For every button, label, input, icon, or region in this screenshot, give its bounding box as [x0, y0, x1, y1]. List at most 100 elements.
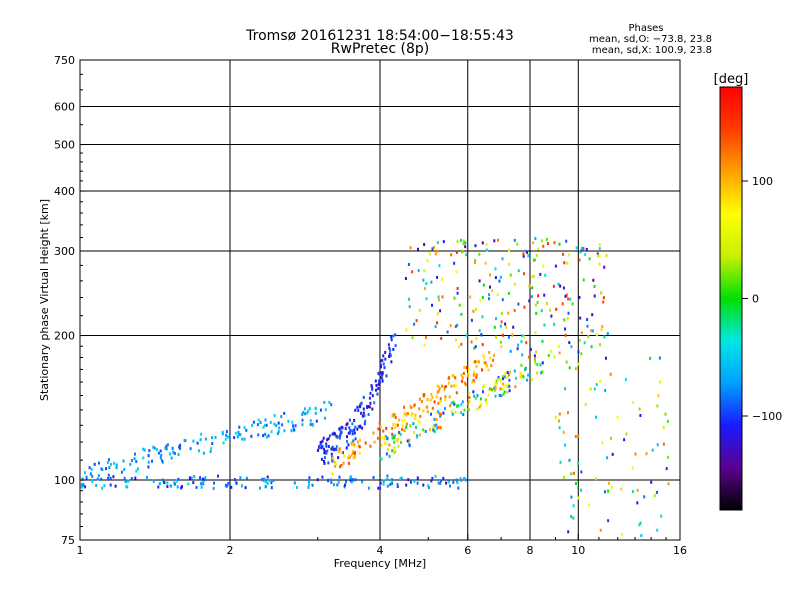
data-point	[460, 373, 463, 377]
data-point	[91, 479, 94, 483]
data-point	[524, 249, 527, 253]
data-point	[569, 297, 572, 301]
data-point	[502, 392, 505, 396]
data-point	[442, 411, 445, 415]
data-point	[243, 437, 246, 441]
data-point	[391, 449, 394, 453]
data-point	[338, 447, 341, 451]
data-point	[499, 379, 502, 383]
data-point	[320, 457, 323, 461]
data-point	[235, 481, 238, 485]
data-point	[361, 414, 364, 418]
data-point	[176, 485, 179, 489]
data-point	[462, 413, 465, 416]
data-point	[579, 250, 582, 254]
data-point	[453, 261, 456, 265]
data-point	[393, 413, 396, 416]
data-point	[329, 478, 332, 482]
data-point	[480, 333, 483, 337]
data-point	[600, 291, 602, 295]
data-point	[528, 299, 531, 303]
data-point	[436, 321, 439, 325]
data-point	[559, 284, 562, 288]
data-point	[474, 396, 477, 400]
data-point	[349, 475, 352, 479]
data-point	[499, 324, 502, 328]
data-point	[421, 400, 423, 404]
data-point	[439, 309, 442, 313]
data-point	[241, 437, 244, 441]
data-point	[577, 461, 580, 465]
data-point	[107, 458, 110, 462]
data-point	[591, 329, 594, 333]
data-point	[333, 464, 336, 468]
data-point	[508, 378, 511, 382]
data-point	[505, 325, 508, 329]
data-point	[438, 298, 440, 302]
data-point	[388, 346, 391, 350]
data-point	[596, 252, 599, 256]
data-point	[321, 439, 324, 443]
data-point	[448, 395, 451, 399]
data-point	[381, 379, 384, 383]
data-point	[511, 333, 514, 337]
data-point	[463, 477, 466, 480]
data-point	[378, 435, 381, 439]
data-point	[572, 504, 575, 508]
data-point	[93, 462, 96, 466]
data-point	[474, 360, 477, 364]
data-point	[598, 243, 601, 247]
data-point	[354, 408, 357, 412]
data-point	[470, 318, 473, 322]
data-point	[456, 240, 459, 244]
data-point	[123, 468, 126, 471]
data-point	[607, 519, 610, 523]
data-point	[427, 484, 430, 488]
data-point	[470, 340, 473, 344]
data-point	[169, 452, 172, 456]
data-point	[465, 253, 468, 257]
data-point	[371, 385, 374, 389]
data-point	[439, 399, 442, 403]
data-point	[200, 432, 203, 436]
data-point	[280, 415, 283, 419]
data-point	[379, 486, 382, 490]
data-point	[222, 441, 225, 445]
data-point	[466, 374, 469, 378]
data-point	[624, 378, 627, 382]
data-point	[120, 470, 123, 474]
data-point	[604, 490, 606, 494]
data-point	[499, 387, 502, 391]
data-point	[610, 485, 613, 489]
data-point	[530, 295, 533, 299]
data-point	[587, 335, 590, 339]
data-point	[494, 394, 497, 398]
data-point	[450, 410, 453, 414]
data-point	[464, 381, 467, 385]
data-point	[426, 398, 429, 402]
data-point	[472, 360, 475, 364]
data-point	[380, 365, 382, 369]
data-point	[225, 433, 228, 437]
data-point	[328, 400, 331, 404]
data-point	[330, 480, 333, 484]
data-point	[301, 412, 304, 416]
data-point	[358, 451, 361, 455]
x-tick-label: 16	[673, 544, 687, 557]
data-point	[528, 284, 531, 288]
data-point	[481, 368, 483, 372]
data-point	[378, 421, 381, 425]
data-point	[534, 362, 537, 366]
data-point	[336, 435, 339, 439]
data-point	[564, 443, 566, 447]
data-point	[237, 432, 240, 436]
data-point	[323, 456, 326, 460]
data-point	[500, 345, 503, 348]
data-point	[351, 442, 353, 446]
data-point	[601, 441, 604, 445]
data-point	[479, 397, 482, 401]
data-point	[187, 482, 190, 486]
data-point	[651, 448, 654, 452]
data-point	[356, 427, 359, 431]
data-point	[553, 355, 556, 359]
